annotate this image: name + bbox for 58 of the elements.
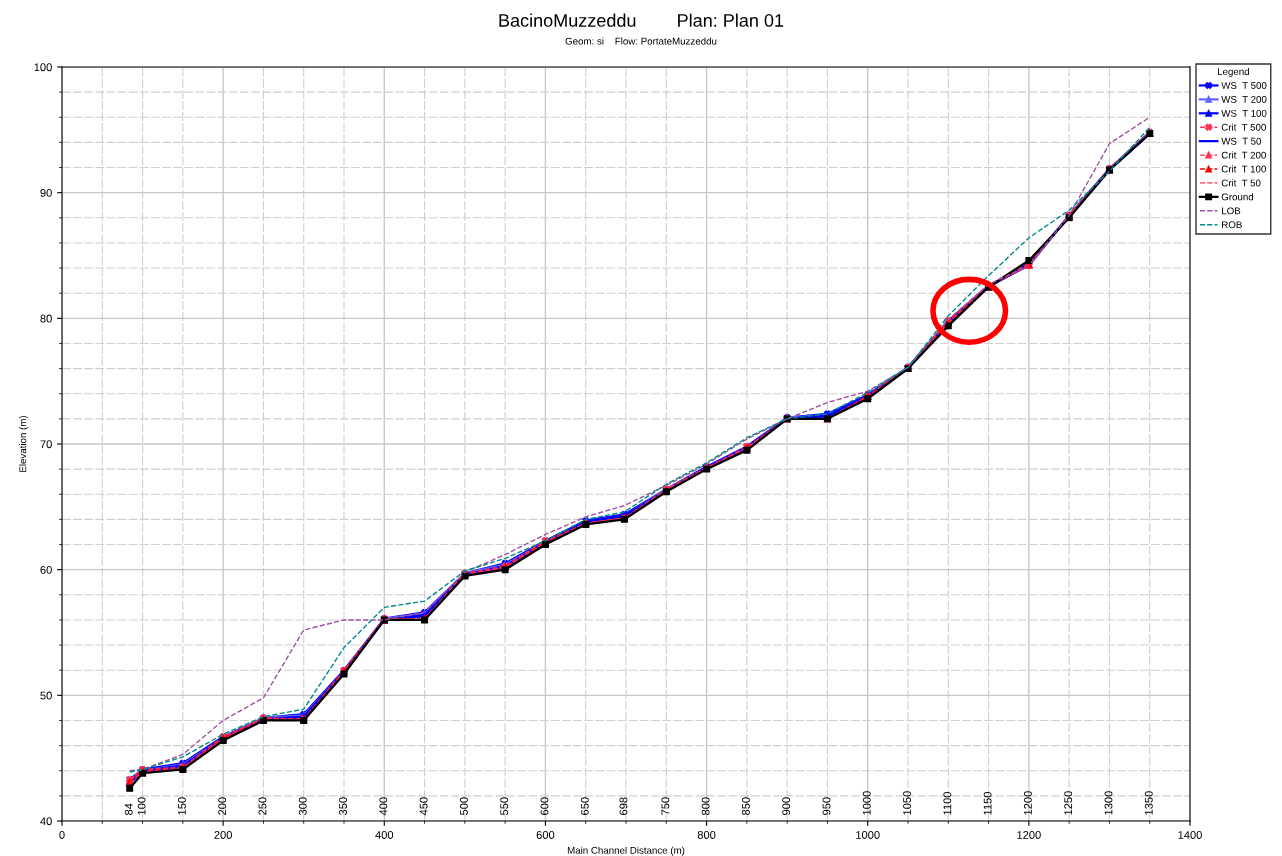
annotation: 600 <box>540 797 549 815</box>
annotation: 1150 <box>983 791 992 815</box>
annotation: 500 <box>459 797 468 815</box>
y-axis-title: Elevation (m) <box>19 415 29 472</box>
annotation: 950 <box>822 797 831 815</box>
legend-label: Crit T 100 <box>1221 165 1266 173</box>
annotation: 850 <box>741 797 750 815</box>
x-tick-label: 1400 <box>1178 831 1202 839</box>
y-tick-label: 90 <box>40 188 52 197</box>
legend-label: WS T 100 <box>1221 109 1267 117</box>
annotation: 650 <box>580 797 589 815</box>
annotation: 300 <box>298 797 307 816</box>
annotation: 800 <box>701 797 710 815</box>
annotation: 1050 <box>903 791 911 815</box>
x-tick-label: 1000 <box>856 831 880 839</box>
y-tick-label: 50 <box>40 691 52 700</box>
annotation: 200 <box>218 797 227 815</box>
annotation: 1100 <box>943 791 952 815</box>
legend-label: Crit T 500 <box>1221 123 1266 131</box>
annotation: 400 <box>379 797 388 816</box>
x-tick-label: 0 <box>59 831 65 839</box>
legend-label: Ground <box>1221 193 1254 201</box>
annotation: 250 <box>258 797 267 815</box>
annotation: 1300 <box>1104 791 1113 815</box>
annotation: 550 <box>500 797 509 815</box>
legend-label: WS T 500 <box>1221 82 1267 89</box>
x-tick-label: 800 <box>697 831 716 839</box>
annotation: 698 <box>619 797 628 815</box>
x-tick-label: 600 <box>536 831 555 839</box>
annotation: 750 <box>661 797 670 815</box>
y-tick-label: 60 <box>40 565 52 574</box>
x-tick-label: 400 <box>375 831 394 839</box>
annotation: 1250 <box>1064 791 1073 815</box>
x-tick-label: 200 <box>214 831 232 839</box>
y-tick-label: 70 <box>40 440 52 449</box>
x-axis-title: Main Channel Distance (m) <box>567 846 685 856</box>
chart-subtitle: Geom: si Flow: PortateMuzzeddu <box>565 37 717 45</box>
legend-label: ROB <box>1222 221 1242 229</box>
annotation: 350 <box>339 797 347 816</box>
legend-label: WS T 50 <box>1221 137 1262 145</box>
annotation: 900 <box>782 797 791 815</box>
x-tick-label: 1200 <box>1017 831 1041 839</box>
y-tick-label: 40 <box>40 817 52 826</box>
y-tick-label: 100 <box>34 63 52 72</box>
annotation: 1350 <box>1144 791 1153 815</box>
legend-label: Crit T 50 <box>1221 179 1261 187</box>
legend-label: LOB <box>1222 207 1241 215</box>
legend-label: WS T 200 <box>1221 95 1267 103</box>
legend-title: Legend <box>1217 67 1249 77</box>
y-tick-label: 80 <box>40 314 52 323</box>
legend-label: Crit T 200 <box>1221 151 1266 159</box>
annotation: 84 <box>124 803 133 815</box>
annotation: 1000 <box>862 791 871 815</box>
annotation: 150 <box>177 797 186 815</box>
annotation: 100 <box>137 797 146 815</box>
chart-title: BacinoMuzzeddu Plan: Plan 01 <box>499 13 784 27</box>
annotation: 450 <box>419 797 428 816</box>
annotation: 1200 <box>1023 791 1032 815</box>
